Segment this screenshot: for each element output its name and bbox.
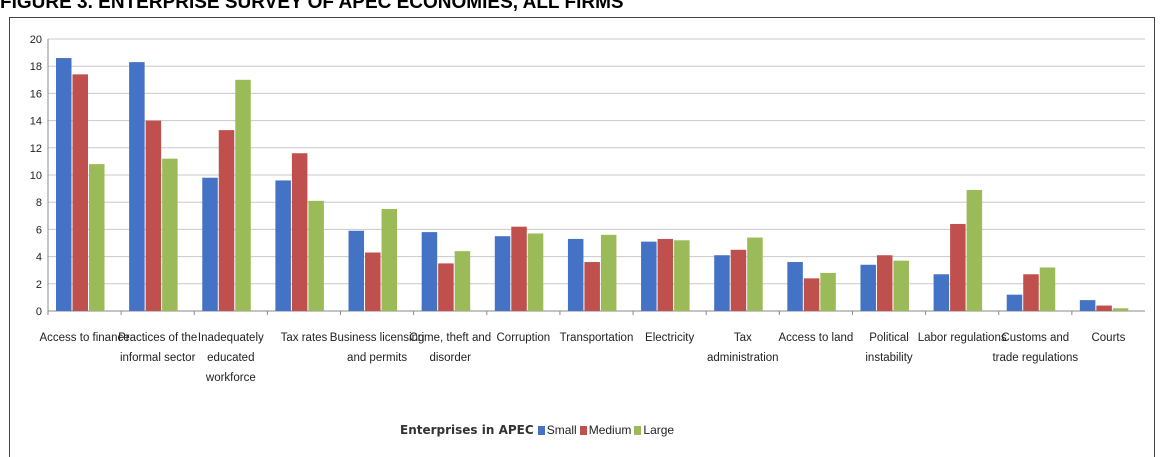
bar-small: [494, 236, 511, 311]
x-tick-label: Business licensing and permits: [330, 332, 425, 364]
y-tick-label: 8: [36, 197, 42, 209]
y-tick-label: 18: [30, 61, 42, 73]
legend-item-medium: Medium: [579, 423, 632, 437]
bar-large: [162, 158, 178, 311]
bar-medium: [657, 238, 674, 311]
x-tick-label: Tax administration: [707, 332, 779, 364]
bar-small: [129, 62, 145, 312]
y-tick-label: 20: [30, 34, 42, 46]
bar-medium: [72, 74, 88, 311]
bar-large: [966, 189, 983, 311]
legend-item-large: Large: [634, 423, 674, 437]
y-tick-label: 16: [30, 88, 42, 100]
bar-large: [820, 272, 836, 311]
bar-large: [308, 200, 324, 311]
bar-small: [641, 241, 657, 311]
figure-title: FIGURE 3. ENTERPRISE SURVEY OF APEC ECON…: [0, 0, 624, 13]
bar-large: [1112, 308, 1129, 311]
bar-large: [89, 164, 105, 311]
bar-large: [747, 237, 763, 311]
legend-swatch-medium: [579, 425, 587, 435]
bar-small: [202, 177, 218, 311]
bar-medium: [1023, 274, 1039, 311]
y-tick-label: 6: [36, 224, 42, 236]
bar-medium: [803, 278, 820, 311]
y-tick-label: 4: [36, 252, 42, 264]
bar-small: [348, 230, 365, 311]
legend-title: Enterprises in APEC: [400, 423, 534, 437]
bar-large: [600, 234, 617, 311]
bar-small: [1079, 300, 1096, 311]
x-tick-label: Corruption: [497, 332, 551, 344]
bar-large: [381, 209, 398, 311]
x-tick-label: Inadequately educated workforce: [198, 332, 264, 384]
bar-small: [933, 274, 950, 311]
bar-medium: [438, 263, 454, 311]
bar-small: [275, 180, 291, 311]
bar-small: [421, 232, 438, 311]
legend-label-small: Small: [546, 423, 577, 437]
bar-medium: [584, 262, 600, 311]
bar-medium: [365, 252, 381, 311]
legend: Enterprises in APEC Small Medium Large: [400, 420, 674, 440]
bar-small: [714, 255, 730, 311]
y-tick-label: 14: [30, 116, 42, 128]
bar-medium: [730, 249, 747, 311]
x-tick-label: Access to finance: [39, 332, 129, 344]
bar-small: [787, 262, 803, 311]
x-tick-label: Access to land: [779, 332, 854, 344]
x-tick-label: Customs and trade regulations: [992, 332, 1078, 364]
x-tick-label: Electricity: [645, 332, 694, 344]
bar-medium: [950, 223, 966, 311]
x-tick-label: Labor regulations: [918, 332, 1007, 344]
x-tick-label: Political instability: [865, 332, 913, 364]
x-tick-label: Transportation: [560, 332, 634, 344]
bar-medium: [145, 120, 162, 311]
bar-small: [567, 238, 584, 311]
bar-medium: [876, 255, 893, 311]
bar-medium: [291, 153, 308, 311]
bar-small: [860, 264, 876, 311]
bar-medium: [1096, 305, 1112, 311]
bar-medium: [511, 226, 527, 311]
bar-large: [527, 233, 544, 311]
x-tick-label: Practices of the informal sector: [118, 332, 197, 364]
bar-medium: [218, 130, 235, 311]
legend-label-medium: Medium: [588, 423, 632, 437]
legend-item-small: Small: [537, 423, 577, 437]
bar-large: [235, 79, 251, 311]
bar-small: [56, 58, 72, 311]
x-tick-label: Crime, theft and disorder: [409, 332, 491, 364]
bar-large: [1039, 267, 1056, 311]
bar-large: [674, 240, 690, 311]
legend-swatch-large: [634, 425, 642, 435]
bar-large: [893, 260, 909, 311]
x-tick-label: Tax rates: [281, 332, 328, 344]
legend-label-large: Large: [643, 423, 675, 437]
y-tick-label: 10: [30, 170, 42, 182]
y-tick-label: 12: [30, 143, 42, 155]
bar-large: [454, 251, 471, 311]
y-tick-label: 0: [36, 306, 42, 318]
bar-small: [1006, 294, 1023, 311]
legend-swatch-small: [537, 425, 545, 435]
y-tick-label: 2: [36, 279, 42, 291]
x-tick-label: Courts: [1091, 332, 1125, 344]
